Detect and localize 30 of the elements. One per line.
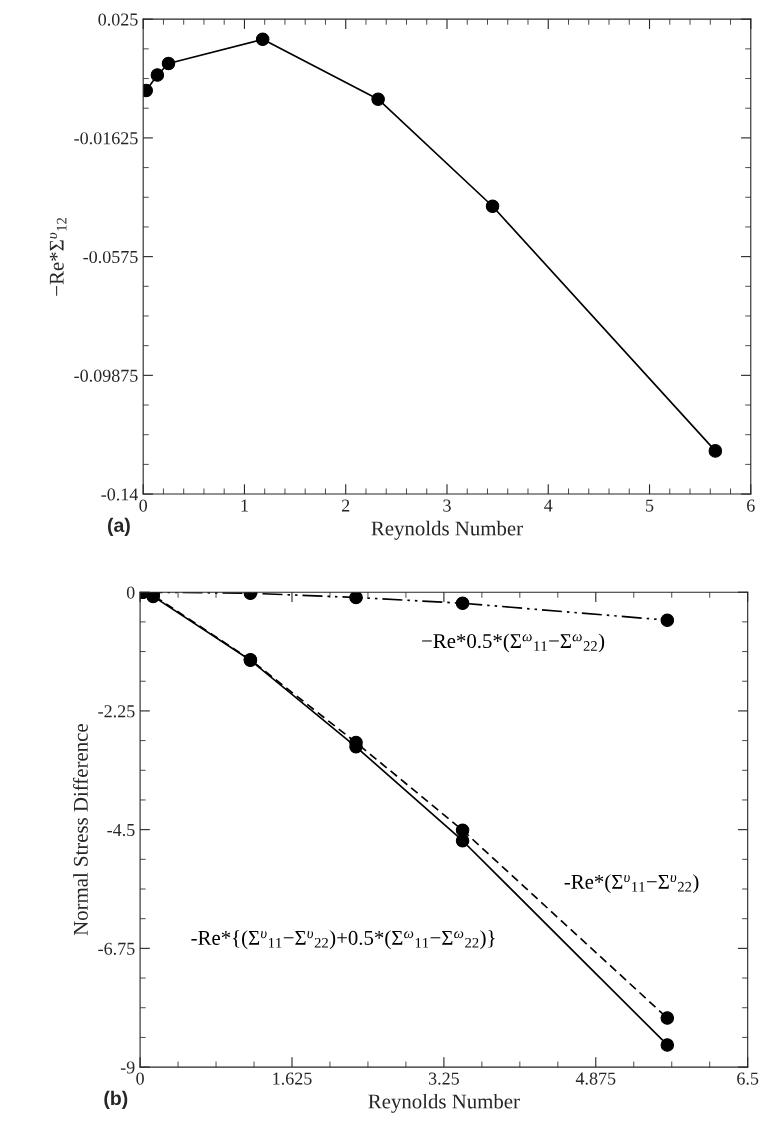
y-tick-label: -0.09875	[74, 369, 138, 382]
series-label: −Re*0.5*(Σ$^{ω}$$_{11}$−Σ$^{ω}$$_{22}$)	[422, 633, 605, 653]
y-tick-label: -0.0575	[83, 250, 138, 264]
y-tick-label: -6.75	[98, 942, 135, 955]
x-axis-title: Reynolds Number	[368, 1093, 520, 1113]
y-axis-title: Normal Stress Difference	[72, 724, 88, 936]
y-tick-label: 0	[126, 586, 135, 599]
x-tick-label: 1	[241, 499, 248, 512]
text: (a)	[107, 517, 130, 536]
y-tick-label: -0.14	[101, 488, 139, 501]
text: (b)	[104, 1090, 128, 1109]
series-label: -Re*(Σ$^{υ}$$_{11}$−Σ$^{υ}$$_{22}$)	[564, 874, 699, 894]
y-tick-label: -9	[120, 1061, 135, 1074]
y-tick-label: -2.25	[98, 705, 135, 718]
y-tick-label: -0.01625	[74, 132, 138, 145]
x-tick-label: 6	[747, 499, 755, 512]
x-tick-label: 3.25	[428, 1072, 459, 1085]
x-tick-label: 4.875	[575, 1072, 616, 1085]
x-tick-label: 3	[443, 499, 451, 512]
x-tick-label: 5	[646, 499, 654, 512]
x-tick-label: 4	[544, 499, 553, 512]
x-tick-label: 1.625	[273, 1072, 312, 1085]
y-axis-title: −Re*Σ$^{υ}$$_{12}$	[49, 218, 67, 296]
x-axis-title: Reynolds Number	[371, 520, 523, 540]
x-tick-label: 2	[342, 499, 350, 512]
y-tick-label: -4.5	[107, 824, 135, 837]
x-tick-label: 6.5	[737, 1072, 759, 1085]
y-tick-label: 0.025	[98, 13, 138, 26]
text: -Re*{(Σ$^{υ}$$_{11}$−Σ$^{υ}$$_{22}$)+0.5*(Σ$^{ω}$$_{11}$−Σ$^{ω}$$_{22}$)}	[191, 930, 495, 950]
x-tick-label: 0	[139, 499, 148, 512]
